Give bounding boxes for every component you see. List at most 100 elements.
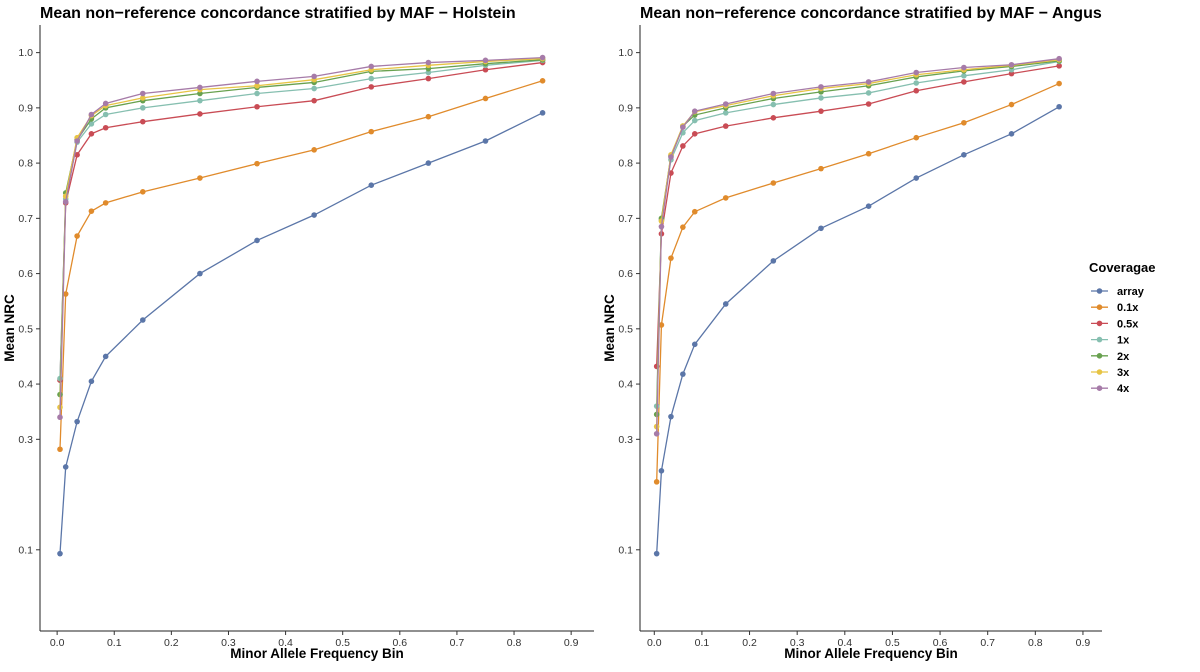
series-array [57,110,546,557]
series-line-3x [59,58,543,408]
legend-item-3x: 3x [1091,367,1130,379]
y-tick-label: 0.4 [18,379,33,391]
x-tick-label: 0.3 [790,637,805,649]
data-point-array [913,175,920,181]
x-tick-label: 0.6 [393,637,408,649]
data-point-4x [1008,61,1015,68]
series-line-2x [656,60,1060,415]
data-point-1x [102,111,109,118]
data-point-array [140,317,146,323]
y-tick-label: 0.4 [618,379,633,391]
legend-label: 0.1x [1117,302,1139,314]
data-point-0.1x [62,291,69,297]
data-point-3x [254,82,260,89]
data-point-1x [254,90,260,97]
data-point-array [961,152,967,158]
data-point-0.1x [913,134,920,141]
data-point-0.1x [818,165,824,172]
data-point-0.1x [658,322,665,328]
data-point-4x [680,124,686,130]
data-point-1x [140,105,146,111]
series-1x [653,58,1062,409]
legend-key-point [1096,304,1103,311]
chart-title: Mean non−reference concordance stratifie… [640,5,1102,22]
data-point-4x [74,138,80,144]
data-point-0.1x [668,255,674,261]
data-point-4x [818,84,824,90]
legend-key-point [1096,369,1103,375]
data-point-4x [961,64,967,71]
series-line-0.1x [59,80,543,450]
panel-angus: Mean non−reference concordance stratifie… [602,5,1102,661]
data-point-1x [818,95,824,101]
y-tick-label: 1.0 [18,47,33,59]
data-point-0.1x [1056,80,1062,87]
legend: Coveragae array 0.1x 0.5x 1x 2x 3x 4x [1089,260,1155,395]
data-point-0.1x [653,479,660,485]
data-point-4x [770,90,777,97]
data-point-array [865,203,872,209]
data-point-0.1x [680,224,686,230]
series-3x [653,57,1062,430]
x-tick-label: 0.1 [107,637,122,649]
data-point-1x [88,121,95,127]
data-point-array [1056,103,1062,110]
data-point-array [668,413,674,420]
data-point-array [680,371,686,377]
data-point-0.1x [425,113,432,120]
data-point-0.1x [482,95,489,102]
x-tick-label: 0.5 [885,637,900,649]
data-point-array [254,237,260,244]
series-line-0.1x [656,82,1060,482]
data-point-1x [368,75,375,82]
data-point-1x [865,90,872,96]
y-tick-label: 0.3 [18,434,33,446]
data-point-0.5x [961,79,967,85]
data-point-0.1x [961,119,967,126]
data-point-1x [691,117,698,124]
data-point-4x [722,101,729,107]
x-tick-label: 0.2 [742,637,757,649]
legend-label: 2x [1117,351,1130,363]
data-point-4x [913,69,920,76]
y-tick-label: 0.5 [18,323,33,335]
data-point-1x [770,101,777,108]
data-point-4x [865,79,872,85]
data-point-0.1x [254,160,260,167]
data-point-0.1x [865,150,872,157]
series-0.5x [653,63,1062,370]
x-tick-label: 0.4 [278,637,293,649]
data-point-1x [197,97,203,104]
legend-label: 3x [1117,367,1130,379]
legend-title: Coveragae [1089,260,1155,275]
y-tick-label: 1.0 [618,47,633,59]
data-point-4x [368,63,375,70]
data-point-0.1x [197,175,203,181]
x-tick-label: 0.8 [1028,637,1043,649]
x-tick-label: 0.7 [980,637,995,649]
series-2x [57,57,546,398]
x-tick-label: 0.5 [335,637,350,649]
data-point-4x [668,154,674,160]
data-point-0.1x [722,195,729,201]
data-point-array [482,138,489,144]
data-point-array [62,464,69,470]
data-point-array [368,182,375,189]
data-point-4x [88,111,95,118]
data-point-0.1x [770,180,777,186]
x-tick-label: 0.2 [164,637,179,649]
x-tick-label: 0.6 [933,637,948,649]
data-point-0.5x [722,123,729,129]
data-point-1x [913,80,920,86]
legend-label: 0.5x [1117,318,1139,330]
data-point-0.5x [482,66,489,73]
data-point-0.1x [368,128,375,135]
y-tick-label: 0.9 [618,102,633,114]
data-point-array [722,301,729,307]
series-2x [653,58,1062,418]
data-point-0.5x [88,131,95,137]
y-tick-label: 0.7 [618,213,633,225]
data-point-0.1x [88,208,95,214]
legend-item-1x: 1x [1091,335,1130,347]
legend-label: 4x [1117,383,1130,395]
